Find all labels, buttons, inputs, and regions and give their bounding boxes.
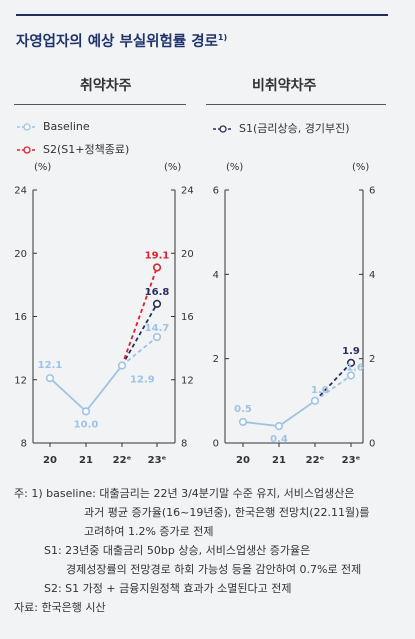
y-tick-label-right: 8 — [181, 439, 187, 450]
data-label: 16.8 — [145, 287, 170, 298]
y-tick-label-right: 6 — [369, 186, 375, 197]
data-point — [45, 374, 55, 383]
y-tick-label-left: 24 — [14, 186, 27, 197]
series-line-segment — [314, 374, 352, 402]
data-point — [152, 299, 162, 308]
y-tick-label-right: 24 — [181, 186, 194, 197]
y-tick-label-left: 16 — [14, 312, 27, 323]
chart-title: 자영업자의 예상 부실위험률 경로1) — [16, 33, 228, 50]
data-point — [274, 422, 284, 431]
footnotes: 주: 1) baseline: 대출금리는 22년 3/4분기말 수준 유지, … — [14, 484, 404, 617]
left-panel-rule — [14, 104, 186, 105]
legend-s1-swatch — [213, 125, 233, 133]
series-line-segment — [242, 421, 280, 428]
x-tick-label: 22ᵉ — [306, 455, 325, 466]
series-line-segment — [49, 377, 87, 413]
data-label: 12.1 — [38, 360, 63, 371]
data-point — [310, 396, 320, 405]
data-point — [346, 358, 356, 367]
x-tick-label: 23ᵉ — [342, 455, 361, 466]
note-line-4: S1: 23년중 대출금리 50bp 상승, 서비스업생산 증가율은 — [44, 544, 311, 557]
source-note: 자료: 한국은행 시산 — [14, 601, 106, 614]
y-tick-label-right: 16 — [181, 312, 194, 323]
series-line-segment — [121, 336, 158, 367]
y-tick-label-right: 2 — [369, 354, 375, 365]
note-line-1: 주: 1) baseline: 대출금리는 22년 3/4분기말 수준 유지, … — [14, 487, 355, 500]
data-label: 0.4 — [270, 434, 288, 445]
legend-s1: S1(금리상승, 경기부진) — [212, 120, 350, 136]
y-tick-label-left: 6 — [213, 186, 219, 197]
y-tick-label-right: 4 — [369, 270, 375, 281]
y-tick-label-left: 4 — [213, 270, 219, 281]
x-tick-label: 20 — [236, 455, 250, 466]
legend-baseline: Baseline — [16, 120, 90, 133]
right-panel-title: 비취약차주 — [252, 78, 317, 94]
data-label: 1.0 — [311, 385, 329, 396]
x-tick-label: 21 — [79, 455, 93, 466]
y-tick-label-right: 0 — [369, 439, 375, 450]
data-point — [81, 407, 91, 416]
left-panel-title: 취약차주 — [80, 78, 132, 94]
series-line-segment — [314, 362, 352, 402]
note-line-6: S2: S1 가정 + 금융지원정책 효과가 소멸된다고 전제 — [44, 582, 292, 595]
legend-s2: S2(S1+정책종료) — [16, 141, 129, 157]
series-line-segment — [85, 364, 123, 412]
y-tick-label-left: 0 — [213, 439, 219, 450]
series-line-segment — [278, 400, 316, 427]
data-point — [152, 263, 162, 272]
data-label: 1.9 — [342, 346, 360, 357]
y-tick-label-left: 2 — [213, 354, 219, 365]
note-line-5: 경제성장률의 전망경로 하회 가능성 등을 감안하여 0.7%로 전제 — [66, 563, 362, 576]
y-tick-label-left: 12 — [14, 375, 27, 386]
right-chart-unit-right: (%) — [352, 162, 370, 173]
data-label: 14.7 — [145, 323, 170, 334]
y-tick-label-left: 8 — [21, 439, 27, 450]
series-line-segment — [121, 303, 158, 366]
data-label: 10.0 — [74, 419, 99, 430]
data-point — [346, 371, 356, 380]
data-label: 12.9 — [130, 375, 155, 386]
y-tick-label-right: 20 — [181, 249, 194, 260]
legend-baseline-swatch — [17, 123, 37, 131]
x-tick-label: 21 — [272, 455, 286, 466]
data-label: 19.1 — [145, 250, 170, 261]
data-label: 1.6 — [346, 363, 364, 374]
x-tick-label: 23ᵉ — [148, 455, 167, 466]
data-point — [152, 332, 162, 342]
right-chart-unit-left: (%) — [226, 162, 244, 173]
data-label: 0.5 — [234, 404, 252, 415]
x-tick-label: 20 — [43, 455, 57, 466]
left-chart-unit-left: (%) — [34, 162, 52, 173]
left-chart-unit-right: (%) — [164, 162, 182, 173]
note-line-2: 과거 평균 증가율(16~19년중), 한국은행 전망치(22.11월)를 — [84, 506, 370, 519]
legend-s2-swatch — [17, 146, 37, 154]
y-tick-label-right: 12 — [181, 375, 194, 386]
data-point — [117, 361, 127, 370]
y-tick-label-left: 20 — [14, 249, 27, 260]
series-line-segment — [121, 267, 158, 366]
right-panel-rule — [206, 104, 386, 105]
top-rule — [16, 14, 388, 16]
data-point — [238, 417, 248, 427]
note-line-3: 고려하여 1.2% 증가로 전제 — [84, 525, 214, 538]
x-tick-label: 22ᵉ — [113, 455, 132, 466]
